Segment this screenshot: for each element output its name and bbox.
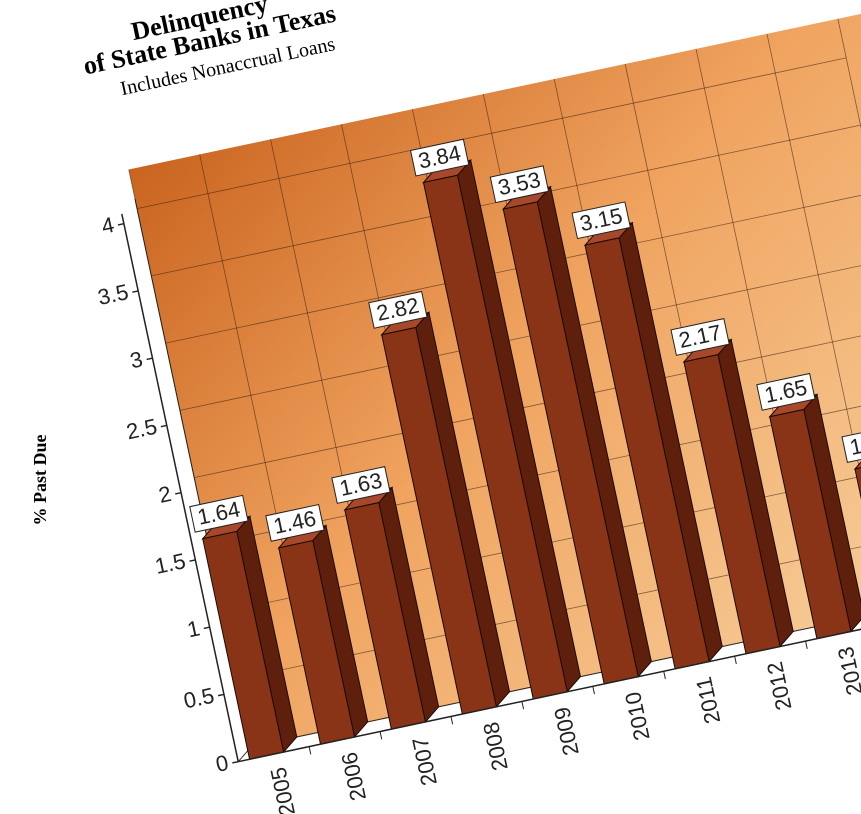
y-axis — [121, 213, 239, 762]
value-label-box — [841, 425, 861, 463]
value-label-box — [265, 503, 325, 542]
x-tick — [450, 716, 454, 725]
x-tick-label: 2009 — [549, 705, 584, 758]
x-tick-label: 2007 — [407, 735, 442, 788]
value-label-box — [189, 494, 249, 533]
y-tick — [203, 626, 210, 630]
value-label-box — [756, 372, 816, 411]
x-tick — [734, 656, 737, 665]
plot-area: 00.511.522.533.5420051.6420061.4620071.6… — [96, 10, 861, 814]
x-tick-label: 2012 — [762, 659, 797, 712]
y-tick — [160, 424, 167, 428]
x-tick-label: 2011 — [691, 675, 725, 726]
value-label-box — [409, 138, 470, 177]
x-tick — [805, 640, 808, 650]
value-label-box — [670, 318, 730, 356]
y-tick — [117, 222, 125, 226]
y-axis-label: % Past Due — [30, 434, 50, 525]
y-tick — [175, 491, 182, 495]
x-tick — [521, 701, 525, 710]
x-tick — [592, 686, 595, 695]
grid-line-vertical — [766, 33, 861, 612]
value-label-box — [331, 466, 391, 504]
x-tick — [663, 671, 666, 680]
y-tick-label: 1 — [185, 615, 202, 642]
y-tick-label: 0.5 — [181, 683, 216, 714]
y-tick — [189, 559, 196, 562]
grid-line-vertical — [837, 18, 861, 596]
y-tick — [146, 357, 153, 361]
value-label-box — [571, 201, 631, 240]
y-tick-label: 0 — [214, 750, 231, 777]
x-tick — [379, 731, 383, 740]
value-label-box — [368, 290, 428, 329]
y-tick-label: 3.5 — [96, 279, 131, 310]
y-tick-label: 4 — [99, 212, 116, 239]
x-tick-label: 2008 — [478, 720, 513, 773]
x-tick-label: 2005 — [265, 765, 300, 814]
y-tick-label: 2.5 — [124, 414, 159, 445]
value-label-box — [489, 165, 550, 204]
x-tick — [308, 746, 312, 755]
y-tick-label: 3 — [128, 346, 145, 373]
x-tick-label: 2006 — [336, 750, 371, 803]
y-tick-label: 2 — [156, 481, 173, 508]
value-label: 1.15 — [847, 427, 861, 460]
x-tick-label: 2010 — [620, 690, 655, 743]
y-tick-label: 1.5 — [153, 548, 188, 579]
x-tick-label: 2013 — [833, 644, 861, 697]
y-tick — [217, 693, 225, 697]
y-tick — [132, 290, 139, 293]
grid-line — [136, 57, 847, 210]
y-tick — [232, 760, 239, 764]
x-axis — [238, 610, 861, 763]
